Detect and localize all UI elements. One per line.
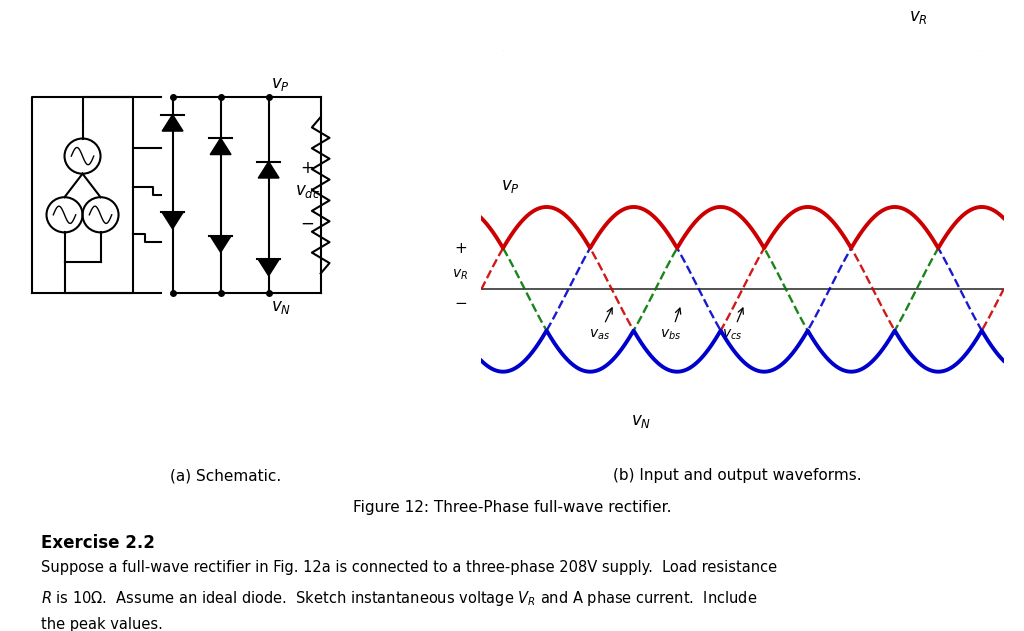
- Text: (a) Schematic.: (a) Schematic.: [170, 468, 281, 483]
- Text: $v_{as}$: $v_{as}$: [589, 308, 612, 341]
- Polygon shape: [258, 259, 280, 276]
- Text: $v_N$: $v_N$: [631, 412, 651, 430]
- Text: $v_{bs}$: $v_{bs}$: [660, 308, 682, 341]
- Polygon shape: [258, 162, 280, 178]
- Polygon shape: [210, 138, 231, 155]
- Text: Exercise 2.2: Exercise 2.2: [41, 534, 155, 552]
- Polygon shape: [210, 236, 231, 252]
- Text: (b) Input and output waveforms.: (b) Input and output waveforms.: [613, 468, 861, 483]
- Text: $-$: $-$: [454, 294, 467, 309]
- Text: $v_{cs}$: $v_{cs}$: [722, 308, 743, 341]
- Text: Suppose a full-wave rectifier in Fig. 12a is connected to a three-phase 208V sup: Suppose a full-wave rectifier in Fig. 12…: [41, 560, 777, 575]
- Text: $+$: $+$: [300, 159, 313, 177]
- Text: $v_N$: $v_N$: [270, 298, 291, 316]
- Text: $-$: $-$: [300, 214, 313, 232]
- Text: $v_R$: $v_R$: [453, 268, 469, 281]
- Polygon shape: [162, 213, 183, 229]
- Text: $v_R$: $v_R$: [909, 8, 928, 26]
- Text: the peak values.: the peak values.: [41, 617, 163, 631]
- Text: $v_P$: $v_P$: [501, 177, 520, 196]
- Text: $v_{dc}$: $v_{dc}$: [295, 182, 321, 200]
- Text: $R$ is 10$\Omega$.  Assume an ideal diode.  Sketch instantaneous voltage $V_R$ a: $R$ is 10$\Omega$. Assume an ideal diode…: [41, 589, 758, 608]
- Polygon shape: [162, 115, 183, 131]
- Text: $v_P$: $v_P$: [271, 74, 290, 93]
- Text: Figure 12: Three-Phase full-wave rectifier.: Figure 12: Three-Phase full-wave rectifi…: [352, 500, 672, 516]
- Text: $+$: $+$: [454, 240, 467, 256]
